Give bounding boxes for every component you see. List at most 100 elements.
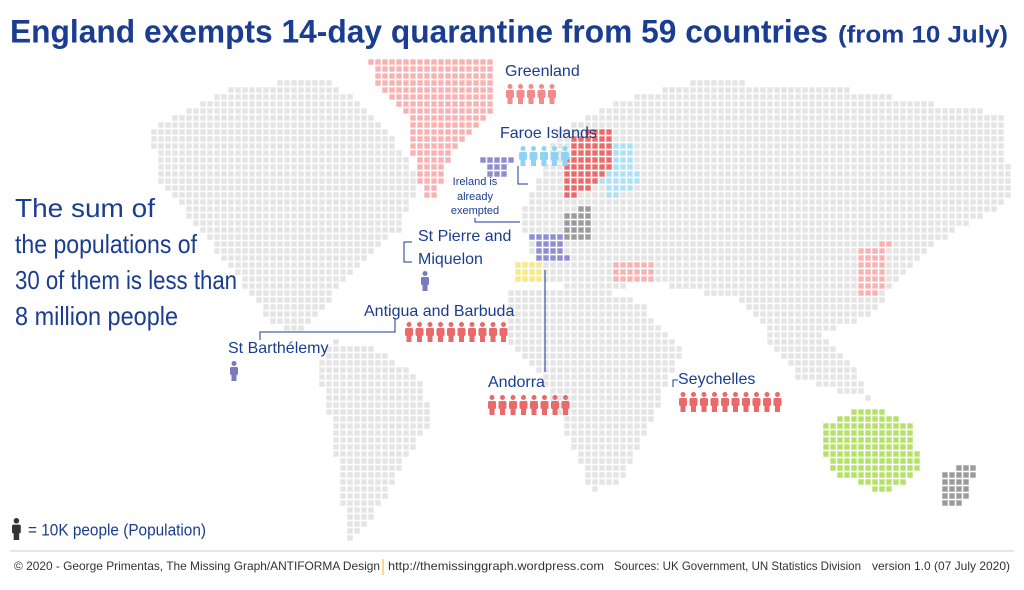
icon-body — [468, 328, 476, 336]
map-dot — [333, 241, 339, 247]
map-dot — [578, 311, 584, 317]
map-dot — [767, 269, 773, 275]
map-dot — [613, 283, 619, 289]
map-dot — [396, 227, 402, 233]
map-dot — [956, 108, 962, 114]
map-dot — [396, 66, 402, 72]
map-dot — [697, 220, 703, 226]
map-dot — [599, 479, 605, 485]
map-dot — [893, 423, 899, 429]
map-dot — [228, 101, 234, 107]
map-dot — [375, 423, 381, 429]
map-dot — [753, 297, 759, 303]
map-dot — [557, 143, 563, 149]
map-dot — [858, 437, 864, 443]
map-dot — [956, 220, 962, 226]
map-dot — [858, 157, 864, 163]
map-dot — [641, 409, 647, 415]
map-dot — [823, 157, 829, 163]
map-dot — [844, 255, 850, 261]
icon-body — [763, 398, 771, 406]
map-dot — [319, 213, 325, 219]
map-dot — [816, 332, 822, 338]
map-dot — [956, 500, 962, 506]
map-dot — [991, 122, 997, 128]
map-dot — [249, 101, 255, 107]
map-dot — [571, 136, 577, 142]
map-dot — [641, 101, 647, 107]
map-dot — [361, 479, 367, 485]
map-dot — [459, 101, 465, 107]
icon-legs — [507, 97, 513, 104]
map-dot — [298, 108, 304, 114]
map-dot — [599, 185, 605, 191]
map-dot — [963, 115, 969, 121]
map-dot — [809, 94, 815, 100]
map-dot — [375, 388, 381, 394]
map-dot — [592, 227, 598, 233]
map-dot — [501, 164, 507, 170]
map-dot — [326, 115, 332, 121]
map-dot — [935, 185, 941, 191]
map-dot — [795, 220, 801, 226]
map-dot — [858, 171, 864, 177]
map-dot — [942, 220, 948, 226]
map-dot — [970, 143, 976, 149]
map-dot — [179, 150, 185, 156]
map-dot — [249, 136, 255, 142]
map-dot — [543, 332, 549, 338]
map-dot — [746, 227, 752, 233]
map-dot — [781, 192, 787, 198]
map-dot — [263, 199, 269, 205]
map-dot — [284, 262, 290, 268]
map-dot — [795, 143, 801, 149]
map-dot — [599, 339, 605, 345]
map-dot — [879, 262, 885, 268]
map-dot — [298, 248, 304, 254]
map-dot — [683, 87, 689, 93]
map-dot — [620, 381, 626, 387]
map-dot — [599, 381, 605, 387]
map-dot — [641, 143, 647, 149]
map-dot — [998, 143, 1004, 149]
map-dot — [270, 101, 276, 107]
map-dot — [186, 129, 192, 135]
map-dot — [851, 304, 857, 310]
map-dot — [599, 234, 605, 240]
map-dot — [368, 367, 374, 373]
map-dot — [326, 101, 332, 107]
map-dot — [648, 171, 654, 177]
map-dot — [312, 171, 318, 177]
map-dot — [641, 234, 647, 240]
map-dot — [676, 255, 682, 261]
map-dot — [375, 220, 381, 226]
map-dot — [592, 290, 598, 296]
map-dot — [1005, 192, 1011, 198]
map-dot — [564, 171, 570, 177]
map-dot — [606, 458, 612, 464]
map-dot — [214, 129, 220, 135]
map-dot — [760, 213, 766, 219]
map-dot — [613, 199, 619, 205]
map-dot — [879, 283, 885, 289]
map-dot — [179, 192, 185, 198]
map-dot — [214, 248, 220, 254]
map-dot — [690, 150, 696, 156]
map-dot — [823, 374, 829, 380]
map-dot — [921, 178, 927, 184]
map-dot — [718, 157, 724, 163]
map-dot — [907, 255, 913, 261]
icon-body — [537, 90, 546, 98]
map-dot — [382, 66, 388, 72]
map-dot — [907, 171, 913, 177]
map-dot — [585, 437, 591, 443]
map-dot — [277, 129, 283, 135]
map-dot — [634, 108, 640, 114]
map-dot — [382, 458, 388, 464]
map-dot — [354, 171, 360, 177]
map-dot — [998, 150, 1004, 156]
map-dot — [361, 227, 367, 233]
map-dot — [361, 129, 367, 135]
map-dot — [466, 122, 472, 128]
map-dot — [711, 199, 717, 205]
